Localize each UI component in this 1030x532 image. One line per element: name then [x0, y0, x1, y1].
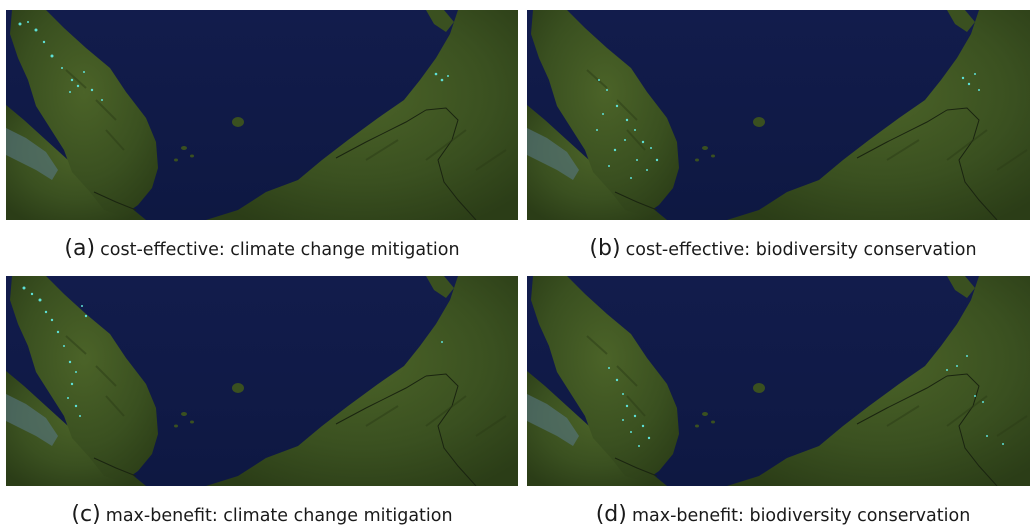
map-image-b	[527, 10, 1030, 220]
highlight-dots-d	[608, 355, 1004, 447]
map-panel-a	[6, 10, 518, 220]
highlight-dots-b	[596, 73, 980, 179]
caption-label-d: (d)	[595, 502, 627, 527]
highlight-dots-c	[22, 286, 443, 417]
caption-a: (a) cost-effective: climate change mitig…	[6, 238, 518, 260]
caption-text-c: max-benefit: climate change mitigation	[105, 506, 453, 526]
caption-label-b: (b)	[589, 236, 621, 261]
caption-text-b: cost-effective: biodiversity conservatio…	[625, 240, 977, 260]
caption-c: (c) max-benefit: climate change mitigati…	[6, 504, 518, 526]
map-panel-b	[527, 10, 1030, 220]
map-panel-d	[527, 276, 1030, 486]
map-image-c	[6, 276, 518, 486]
caption-text-d: max-benefit: biodiversity conservation	[631, 506, 971, 526]
caption-b: (b) cost-effective: biodiversity conserv…	[527, 238, 1030, 260]
map-image-a	[6, 10, 518, 220]
caption-d: (d) max-benefit: biodiversity conservati…	[527, 504, 1030, 526]
map-image-d	[527, 276, 1030, 486]
map-panel-c	[6, 276, 518, 486]
caption-label-a: (a)	[64, 236, 96, 261]
highlight-dots-a	[18, 21, 449, 101]
caption-label-c: (c)	[71, 502, 101, 527]
caption-text-a: cost-effective: climate change mitigatio…	[100, 240, 460, 260]
